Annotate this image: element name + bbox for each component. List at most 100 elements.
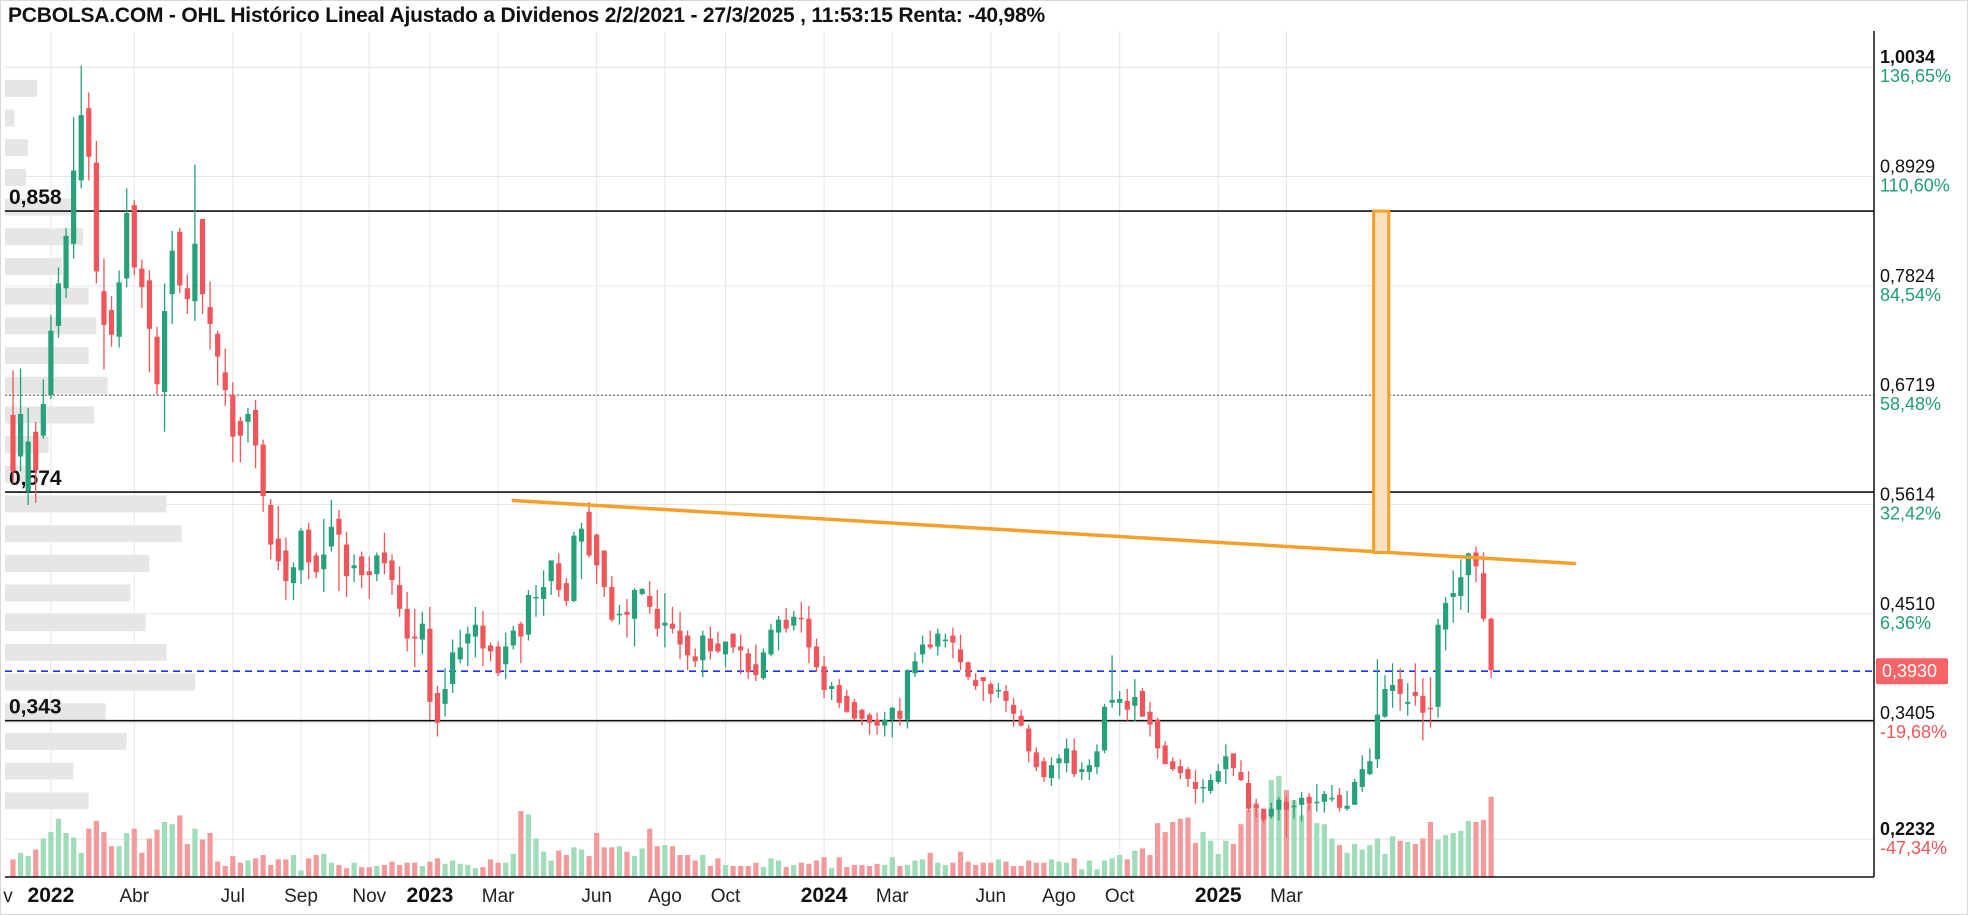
candle-body: [654, 608, 660, 629]
candle-body: [237, 420, 243, 436]
volume-bar: [578, 849, 585, 877]
volume-bar: [1215, 853, 1221, 877]
x-tick-month: Jul: [221, 886, 245, 907]
candle-body: [268, 504, 274, 545]
volume-bar: [343, 868, 350, 877]
grid-layer: [5, 31, 1874, 877]
candle-body: [404, 608, 410, 639]
volume-bar: [510, 853, 516, 877]
volume-bar: [78, 852, 84, 877]
volume-bar: [1223, 840, 1229, 877]
candle-body: [1124, 700, 1130, 710]
candle-body: [1026, 728, 1032, 752]
volume-profile-bar: [5, 257, 62, 275]
volume-profile-bar: [5, 228, 83, 246]
volume-bar: [1480, 819, 1487, 877]
candle-body: [791, 616, 797, 626]
volume-bar: [1344, 852, 1350, 877]
volume-profile-bar: [5, 287, 89, 305]
level-label: 0,858: [9, 186, 62, 209]
x-tick-month: Mar: [482, 886, 515, 907]
candle-body: [389, 560, 395, 581]
candle-body: [1192, 782, 1199, 789]
candle-body: [609, 587, 615, 620]
candle-body: [55, 283, 62, 326]
volume-bar: [1048, 859, 1055, 877]
candle-body: [1086, 765, 1092, 773]
candle-body: [571, 535, 577, 601]
candle-body: [33, 431, 39, 471]
candle-body: [1336, 794, 1343, 808]
candle-body: [1010, 704, 1017, 714]
candle-body: [1389, 685, 1396, 691]
candle-body: [973, 680, 979, 687]
candle-body: [124, 213, 130, 279]
volume-bar: [1064, 862, 1070, 877]
candle-body: [108, 310, 115, 335]
y-tick-price: 1,0034: [1880, 47, 1935, 67]
volume-bar: [844, 867, 850, 877]
volume-bar: [101, 831, 107, 877]
y-tick-price: 0,8929: [1880, 157, 1935, 177]
candle-body: [1071, 750, 1077, 775]
volume-bar: [783, 867, 789, 877]
candle-body: [775, 619, 782, 633]
candle-body: [1101, 706, 1108, 751]
volume-bar: [124, 833, 130, 877]
candle-body: [427, 628, 433, 702]
x-tick-month: Ago: [1042, 886, 1076, 907]
volume-bar: [1109, 858, 1115, 877]
candle-body: [457, 647, 463, 660]
volume-profile-bar: [5, 495, 167, 513]
volume-bar: [1026, 860, 1032, 877]
candle-body: [768, 629, 774, 655]
candle-body: [275, 538, 281, 562]
x-tick-month: Oct: [1105, 886, 1135, 907]
volume-bar: [685, 855, 691, 877]
candle-body: [1200, 786, 1206, 789]
volume-bar: [1154, 823, 1161, 877]
candle-body: [1064, 748, 1070, 764]
candle-body: [965, 662, 971, 678]
volume-bar: [1177, 818, 1183, 877]
candle-body: [935, 633, 941, 647]
volume-profile-bar: [5, 762, 74, 780]
x-tick-month: Jun: [581, 886, 612, 907]
volume-bar: [480, 867, 486, 877]
candle-body: [624, 611, 630, 615]
candle-body: [381, 552, 388, 564]
volume-bar: [533, 838, 539, 877]
current-price-label: 0,3930: [1882, 661, 1937, 681]
volume-bar: [290, 855, 297, 877]
volume-bar: [1420, 838, 1426, 877]
candle-body: [957, 649, 964, 663]
volume-bar: [738, 866, 744, 877]
candle-body: [139, 268, 145, 288]
volume-bar: [465, 864, 471, 877]
candle-body: [10, 414, 16, 472]
volume-bar: [207, 833, 213, 877]
volume-bar: [935, 862, 941, 877]
volume-bar: [677, 855, 683, 877]
candle-body: [245, 413, 251, 422]
candle-body: [1177, 766, 1183, 774]
y-tick-price: 0,3405: [1880, 703, 1935, 723]
volume-bar: [442, 863, 448, 877]
candle-body: [396, 585, 403, 609]
candle-body: [904, 671, 911, 720]
volume-bar: [647, 828, 653, 877]
volume-bar: [700, 855, 706, 877]
candle-body: [715, 643, 721, 652]
candle-body: [63, 235, 69, 289]
volume-bar: [1336, 845, 1343, 877]
volume-bar: [1200, 831, 1206, 877]
candle-body: [101, 291, 107, 325]
candle-body: [1154, 719, 1161, 749]
volume-bar: [874, 863, 880, 877]
volume-bar: [882, 864, 888, 877]
candle-body: [821, 666, 827, 690]
candle-body: [548, 560, 554, 582]
drawings-layer: [511, 209, 1577, 566]
